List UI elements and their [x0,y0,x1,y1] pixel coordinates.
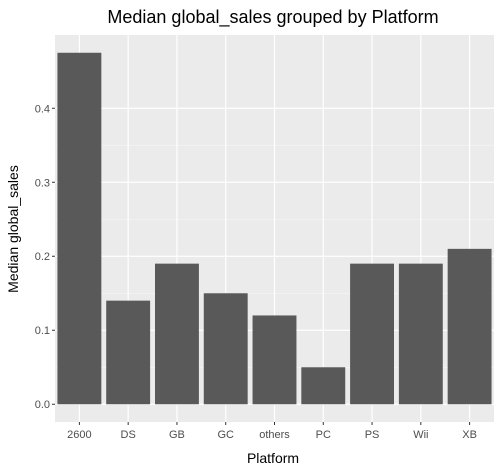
x-tick-label: others [259,429,290,441]
bar-Wii [398,263,443,405]
bar-others [252,315,297,405]
y-axis-title: Median global_sales [5,165,21,293]
bar-PC [301,367,346,405]
x-tick-label: PS [365,429,380,441]
bar-GC [203,293,248,405]
x-tick-label: GB [169,429,185,441]
y-tick-label: 0.3 [35,177,50,189]
bar-2600 [57,52,102,405]
y-tick-label: 0.4 [35,103,50,115]
bar-DS [106,300,151,405]
chart-title: Median global_sales grouped by Platform [107,7,438,28]
x-tick-label: GC [217,429,234,441]
y-tick-label: 0.1 [35,325,50,337]
x-tick-label: 2600 [67,429,91,441]
x-tick-label: Wii [413,429,428,441]
x-tick-label: DS [121,429,136,441]
bar-GB [154,263,199,405]
y-tick-label: 0.0 [35,399,50,411]
bar-XB [447,248,492,405]
y-axis: 0.0 0.1 0.2 0.3 0.4 [35,103,55,411]
x-axis-title: Platform [247,450,299,466]
bar-PS [350,263,395,405]
bars [57,52,492,405]
x-tick-label: XB [462,429,477,441]
x-axis: 2600 DS GB GC others PC PS Wii XB [67,422,477,441]
y-tick-label: 0.2 [35,251,50,263]
x-tick-label: PC [316,429,331,441]
